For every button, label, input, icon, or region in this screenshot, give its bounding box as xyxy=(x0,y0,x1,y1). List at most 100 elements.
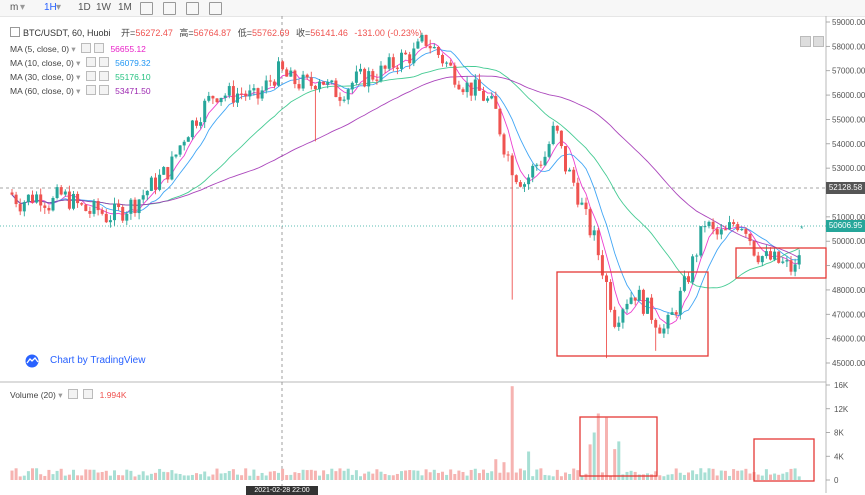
low-label: 低= xyxy=(237,28,252,38)
price-tick-label: 55000.00 xyxy=(832,115,865,124)
ma-line-ma60 xyxy=(11,75,800,259)
chevron-down-icon[interactable]: ▾ xyxy=(56,2,62,13)
volume-bar xyxy=(416,470,420,480)
indicators-icon[interactable] xyxy=(140,2,153,15)
candle-body xyxy=(137,199,141,214)
chevron-down-icon[interactable]: ▾ xyxy=(20,2,26,13)
timeframe-1w[interactable]: 1W xyxy=(96,2,111,13)
volume-bar xyxy=(248,475,252,480)
settings-icon[interactable] xyxy=(85,85,96,95)
candle-body xyxy=(531,165,535,178)
candle-body xyxy=(240,93,244,95)
volume-bar xyxy=(576,470,580,480)
volume-bar xyxy=(88,469,92,480)
volume-legend: Volume (20) ▾ 1.994K xyxy=(10,389,127,400)
volume-bar xyxy=(158,468,162,480)
fullscreen-icon[interactable] xyxy=(186,2,199,15)
compare-icon[interactable] xyxy=(163,2,176,15)
timeframe-1m[interactable]: 1M xyxy=(118,2,132,13)
candle-body xyxy=(244,93,248,97)
settings-icon[interactable] xyxy=(67,389,78,399)
scroll-down-icon[interactable] xyxy=(800,36,811,47)
volume-bar xyxy=(707,468,711,480)
volume-bar xyxy=(338,468,342,480)
timeframe-minute[interactable]: m xyxy=(10,2,19,13)
volume-bar xyxy=(39,474,43,480)
crosshair-price-tag: 52128.58 xyxy=(826,182,865,194)
candle-body xyxy=(719,229,723,235)
close-icon[interactable] xyxy=(98,71,109,81)
candle-body xyxy=(777,251,781,263)
volume-bar xyxy=(166,472,170,480)
maximize-icon[interactable] xyxy=(813,36,824,47)
candle-body xyxy=(162,167,166,175)
candle-body xyxy=(678,290,682,315)
volume-bar xyxy=(736,470,740,480)
volume-bar xyxy=(523,470,526,480)
candle-body xyxy=(63,191,67,195)
close-icon[interactable] xyxy=(94,43,105,53)
annotation-box xyxy=(579,416,658,477)
close-icon[interactable] xyxy=(83,389,94,399)
candle-body xyxy=(158,174,162,190)
volume-bar xyxy=(145,475,149,480)
branding-link[interactable]: Chart by TradingView xyxy=(50,355,146,366)
candle-body xyxy=(596,230,600,256)
volume-bar xyxy=(539,468,543,480)
candle-body xyxy=(108,220,112,223)
candle-body xyxy=(592,230,596,236)
volume-bar xyxy=(621,474,625,480)
candle-body xyxy=(22,202,26,212)
volume-bar xyxy=(223,473,227,480)
candle-body xyxy=(711,221,715,230)
candle-body xyxy=(281,61,285,70)
candle-body xyxy=(715,229,719,235)
volume-bar xyxy=(190,474,194,480)
volume-bar xyxy=(63,475,67,480)
volume-bar xyxy=(18,476,22,480)
volume-bar xyxy=(379,471,383,480)
volume-tick-label: 16K xyxy=(834,381,849,390)
collapse-icon[interactable] xyxy=(10,27,20,37)
volume-bar xyxy=(31,468,34,480)
price-tick-label: 48000.00 xyxy=(832,286,865,295)
candle-body xyxy=(10,192,14,195)
settings-icon[interactable] xyxy=(81,43,92,53)
price-tick-label: 54000.00 xyxy=(832,140,865,149)
volume-bar xyxy=(793,468,797,480)
volume-bar xyxy=(47,469,51,480)
close-icon[interactable] xyxy=(98,57,109,67)
timeframe-1h[interactable]: 1H xyxy=(44,2,57,13)
volume-bar xyxy=(596,413,600,480)
candle-body xyxy=(445,62,449,64)
candle-body xyxy=(395,67,399,69)
volume-bar xyxy=(326,474,330,480)
settings-icon[interactable] xyxy=(85,57,96,67)
candle-body xyxy=(584,202,588,210)
volume-bar xyxy=(625,471,629,480)
timeframe-1d[interactable]: 1D xyxy=(78,2,91,13)
candle-body xyxy=(449,62,453,66)
candle-body xyxy=(502,134,506,155)
candle-body xyxy=(748,233,752,242)
candle-body xyxy=(613,309,617,327)
volume-bar xyxy=(330,468,334,480)
volume-bar xyxy=(531,476,535,480)
ma5-label: MA (5, close, 0) xyxy=(10,44,70,54)
settings-icon[interactable] xyxy=(85,71,96,81)
volume-bar xyxy=(72,469,75,480)
volume-bar xyxy=(547,475,551,480)
ma10-legend: MA (10, close, 0) ▾ 56079.32 xyxy=(10,57,151,68)
volume-bar xyxy=(375,469,379,480)
symbol-legend: BTC/USDT, 60, Huobi 开=56272.47 高=56764.8… xyxy=(10,27,422,40)
screenshot-icon[interactable] xyxy=(209,2,222,15)
candle-body xyxy=(272,81,276,86)
candle-body xyxy=(236,93,239,103)
volume-bar xyxy=(674,468,678,480)
candle-body xyxy=(543,156,547,166)
high-label: 高= xyxy=(179,28,194,38)
close-icon[interactable] xyxy=(98,85,109,95)
ma30-label: MA (30, close, 0) xyxy=(10,72,74,82)
candle-body xyxy=(609,281,613,310)
volume-bar xyxy=(227,470,231,480)
